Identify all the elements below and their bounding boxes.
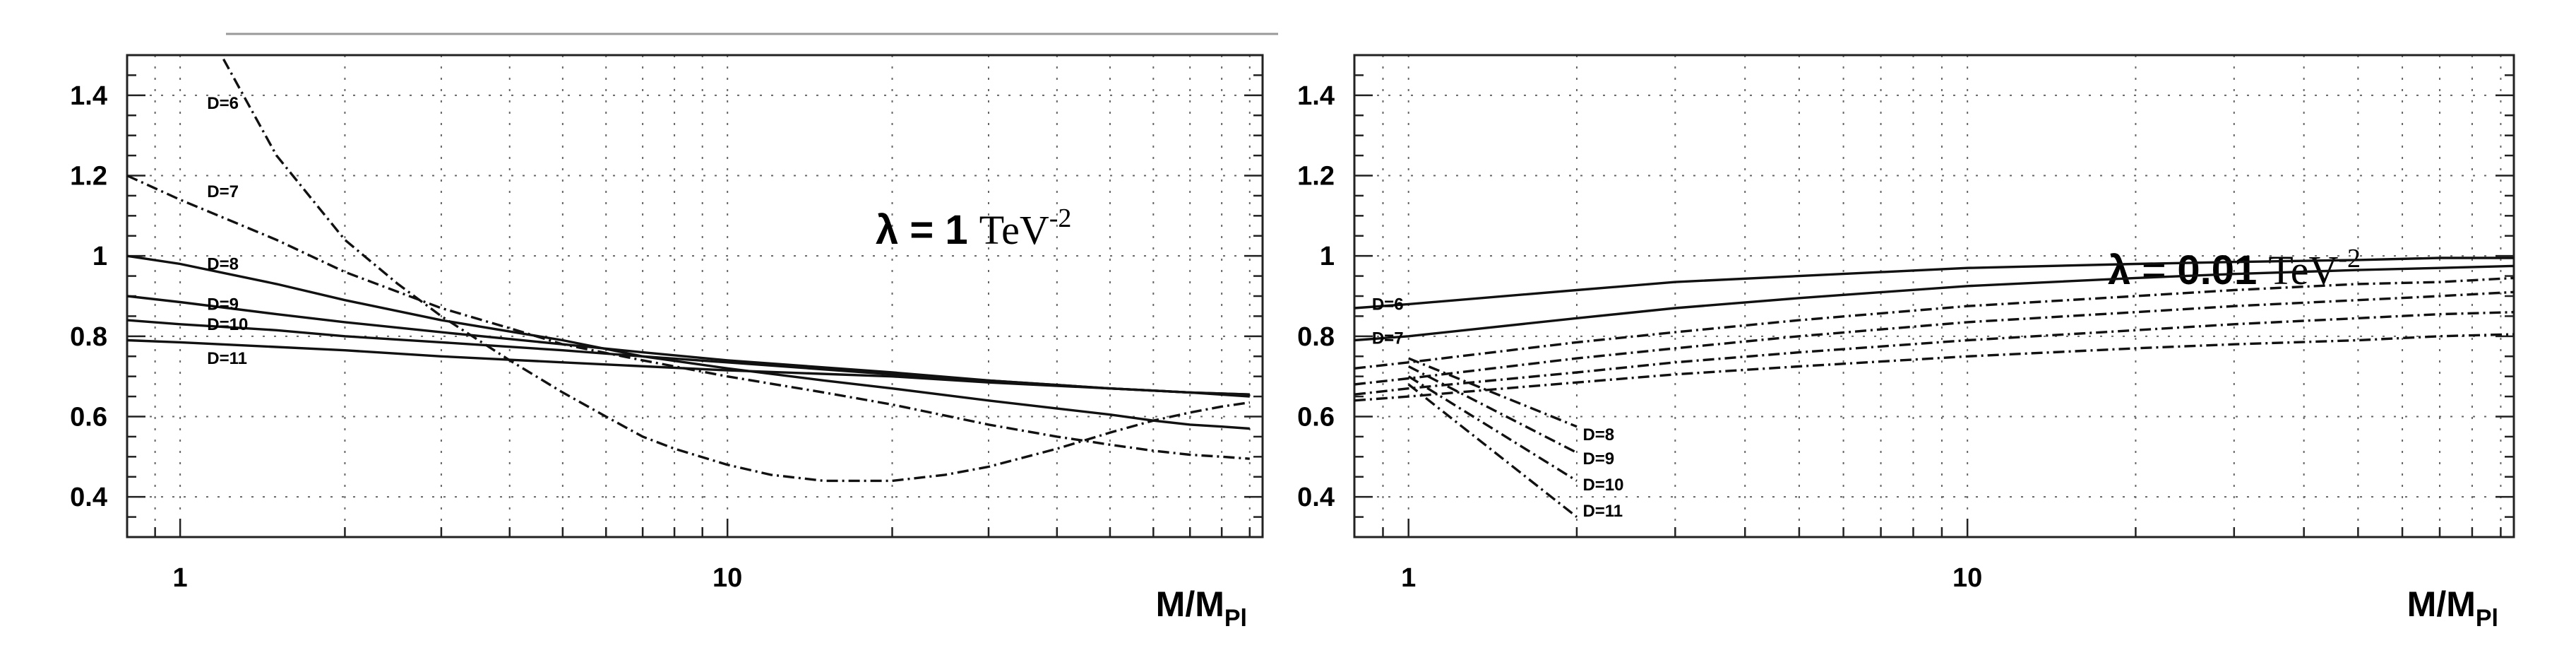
chart1-x-tick-label: 10 (712, 563, 742, 593)
chart2-curve-segment (1407, 365, 1578, 454)
chart2-y-tick-label: 1.4 (1297, 81, 1335, 111)
chart2-curve-d-6 (1354, 257, 2514, 310)
chart2-curve-segment (1408, 357, 1578, 428)
chart2-lambda-unit-exponent: -2 (2338, 244, 2361, 273)
chart1-y-tick-label: 1.2 (70, 162, 107, 192)
chart1-lambda-value: λ = 1 (876, 207, 979, 253)
chart1-lambda-unit-exponent: -2 (1049, 204, 1072, 233)
chart2-plot-frame (1353, 54, 2515, 538)
chart2-curve-d-10 (1354, 311, 2515, 396)
chart1-lambda-annotation: λ = 1 TeV-2 (876, 204, 1071, 253)
chart2-curve-label-d-8: D=8 (1582, 425, 1614, 444)
chart2-y-tick-label: 1.2 (1297, 162, 1335, 192)
chart1-x-axis-label-subscript: Pl (1224, 605, 1247, 632)
chart2-curve-segment (1407, 383, 1578, 518)
chart1-curve-d-8 (126, 254, 1250, 430)
chart2-y-tick-label: 1 (1320, 242, 1335, 271)
chart2-x-axis-label-main: M/M (2407, 584, 2476, 624)
chart2-lambda-value: λ = 0.01 (2108, 247, 2268, 293)
chart2-y-tick-label: 0.6 (1297, 403, 1335, 432)
chart2-curve-d-11 (1354, 333, 2515, 402)
chart1-y-tick-label: 0.6 (70, 403, 107, 432)
chart1-curve-label-d-11: D=11 (207, 349, 247, 368)
chart1-y-tick-label: 1 (93, 242, 107, 271)
chart1-curve-label-d-9: D=9 (207, 295, 239, 314)
chart1-y-tick-label: 1.4 (70, 81, 107, 111)
chart1-curve-d-9 (126, 295, 1250, 398)
chart2-y-tick-label: 0.4 (1297, 483, 1335, 512)
chart1-plot-frame (126, 54, 1264, 538)
chart2-x-tick-label: 10 (1952, 563, 1982, 593)
chart2-curve-segment (1407, 375, 1578, 482)
chart1-curve-label-d-8: D=8 (207, 255, 239, 274)
chart2-curve-d-8 (1354, 276, 2515, 370)
chart2-curve-d-7 (1354, 264, 2515, 342)
chart2-curve-label-d-11: D=11 (1582, 502, 1623, 521)
chart2-curve-label-d-10: D=10 (1582, 476, 1623, 495)
chart1-y-tick-label: 0.8 (70, 322, 107, 352)
chart1-x-tick-label: 1 (173, 563, 188, 593)
chart1-lambda-unit: TeV (979, 207, 1049, 253)
chart1-curve-d-7 (126, 174, 1250, 460)
chart1-curve-label-d-7: D=7 (207, 182, 239, 201)
chart1-y-tick-label: 0.4 (70, 483, 107, 512)
chart2-x-tick-label: 1 (1401, 563, 1416, 593)
chart1-x-axis-label-main: M/M (1156, 584, 1224, 624)
chart1-curve-label-d-6: D=6 (207, 94, 239, 113)
chart2-curve-label-d-9: D=9 (1582, 449, 1614, 469)
chart1-curve-d-6 (222, 58, 1251, 483)
chart2-curve-d-9 (1354, 290, 2515, 386)
chart2-x-axis-label: M/MPl (2407, 584, 2498, 632)
chart1-x-axis-label: M/MPl (1156, 584, 1247, 632)
left-chart-panel: 1 10 0.4 0.6 0.8 1 1.2 1.4 M/MPl λ = 1 TeV-2 D=6 D=… (70, 54, 1264, 632)
chart1-curve-d-11 (126, 338, 1250, 396)
chart2-curve-label-d-7: D=7 (1372, 329, 1404, 348)
chart2-curve-label-d-6: D=6 (1372, 295, 1404, 314)
chart2-x-axis-label-subscript: Pl (2476, 605, 2498, 632)
chart2-y-tick-label: 0.8 (1297, 322, 1335, 352)
chart1-curve-label-d-10: D=10 (207, 315, 248, 334)
